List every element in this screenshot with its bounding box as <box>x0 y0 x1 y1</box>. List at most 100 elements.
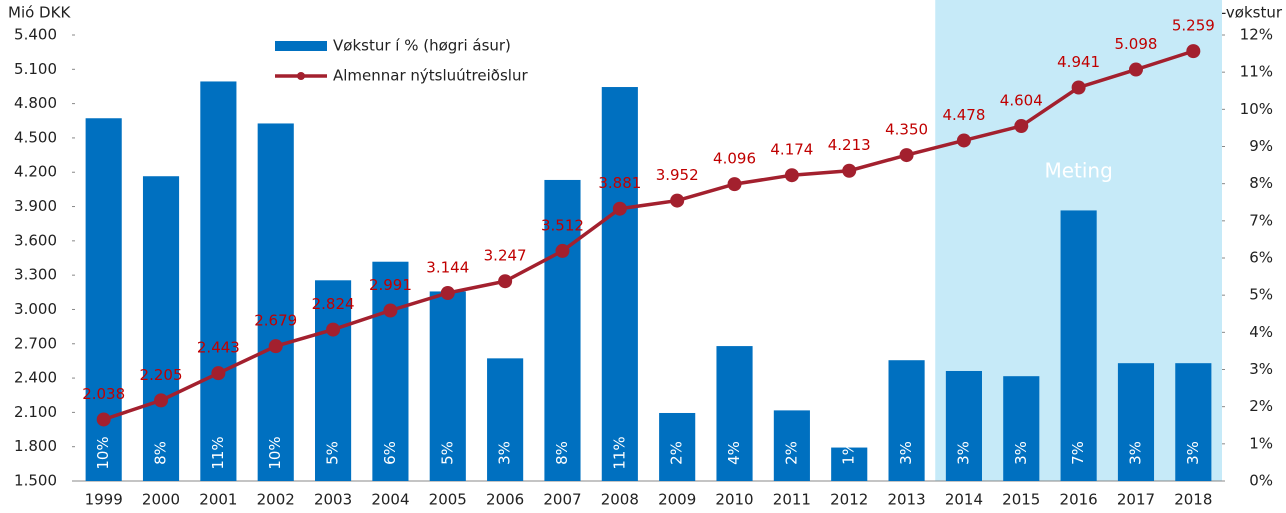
line-marker <box>211 366 226 381</box>
bar-value-label: 7% <box>1069 441 1087 465</box>
line-marker <box>670 193 685 208</box>
x-tick-label: 2009 <box>658 491 696 509</box>
line-marker <box>555 243 570 258</box>
line-value-label: 2.991 <box>369 276 412 294</box>
line-value-label: 2.205 <box>140 366 183 384</box>
bar-value-label: 3% <box>496 441 514 465</box>
y2-tick-label: 10% <box>1240 100 1273 118</box>
bar <box>315 280 352 481</box>
line-value-label: 3.247 <box>484 247 527 265</box>
line-value-label: 4.604 <box>1000 92 1043 110</box>
legend-marker <box>297 72 305 80</box>
line-value-label: 2.679 <box>254 312 297 330</box>
legend-label: Vøkstur í % (høgri ásur) <box>333 37 511 55</box>
bar <box>716 346 753 481</box>
line-marker <box>1128 62 1143 77</box>
x-tick-label: 2010 <box>715 491 753 509</box>
bar <box>487 358 524 481</box>
line-marker <box>154 393 169 408</box>
bar-value-label: 5% <box>324 441 342 465</box>
y-tick-label: 2.100 <box>14 403 57 421</box>
y-tick-label: 5.400 <box>14 26 57 44</box>
legend-label: Almennar nýtsluútreiðslur <box>333 67 528 85</box>
line-marker <box>1071 80 1086 95</box>
line-value-label: 3.512 <box>541 216 584 234</box>
line-marker <box>96 412 111 427</box>
bar <box>945 370 982 481</box>
line-value-label: 3.881 <box>598 174 641 192</box>
line-value-label: 4.213 <box>828 136 871 154</box>
line-marker <box>784 168 799 183</box>
y2-tick-label: 11% <box>1240 63 1273 81</box>
y-tick-label: 4.200 <box>14 163 57 181</box>
y-tick-label: 3.000 <box>14 300 57 318</box>
x-tick-label: 2008 <box>601 491 639 509</box>
bar <box>429 291 466 481</box>
line-marker <box>842 163 857 178</box>
y2-axis-label: %-vøkstur <box>1207 4 1283 22</box>
line-value-label: 5.259 <box>1172 17 1215 35</box>
bar-value-label: 8% <box>553 441 571 465</box>
bar <box>1003 376 1040 481</box>
x-tick-label: 2015 <box>1002 491 1040 509</box>
line-value-label: 2.038 <box>82 385 125 403</box>
bar-value-label: 4% <box>725 441 743 465</box>
y2-tick-label: 5% <box>1249 286 1273 304</box>
bar <box>831 447 868 481</box>
y-tick-label: 4.500 <box>14 128 57 146</box>
bar-value-label: 2% <box>668 441 686 465</box>
bar <box>1060 210 1097 481</box>
x-tick-label: 2003 <box>314 491 352 509</box>
bar-value-label: 2% <box>782 441 800 465</box>
x-tick-label: 2012 <box>830 491 868 509</box>
line-marker <box>1186 44 1201 59</box>
y-tick-label: 5.100 <box>14 60 57 78</box>
y-tick-label: 2.400 <box>14 369 57 387</box>
x-tick-label: 2011 <box>773 491 811 509</box>
bar-value-label: 10% <box>94 436 112 469</box>
bar-value-label: 1% <box>840 441 858 465</box>
x-tick-label: 1999 <box>85 491 123 509</box>
y-tick-label: 4.800 <box>14 94 57 112</box>
line-value-label: 2.824 <box>312 295 355 313</box>
y2-tick-label: 4% <box>1249 323 1273 341</box>
bar-value-label: 8% <box>152 441 170 465</box>
bar <box>1175 363 1212 481</box>
line-marker <box>268 339 283 354</box>
bar <box>773 410 810 481</box>
bar-value-label: 3% <box>1184 441 1202 465</box>
bar-value-label: 11% <box>209 436 227 469</box>
line-value-label: 2.443 <box>197 339 240 357</box>
y2-tick-label: 3% <box>1249 360 1273 378</box>
bar <box>200 81 237 481</box>
annotation: Meting <box>1044 159 1112 183</box>
line-value-label: 3.952 <box>656 166 699 184</box>
bar <box>601 87 638 482</box>
y-tick-label: 3.600 <box>14 231 57 249</box>
bar-value-label: 6% <box>381 441 399 465</box>
line-value-label: 4.478 <box>942 106 985 124</box>
y2-tick-label: 2% <box>1249 397 1273 415</box>
y-tick-label: 3.900 <box>14 197 57 215</box>
x-tick-label: 2014 <box>945 491 983 509</box>
line-marker <box>956 133 971 148</box>
y2-tick-label: 6% <box>1249 249 1273 267</box>
x-tick-label: 2001 <box>199 491 237 509</box>
bar <box>257 123 294 481</box>
line-value-label: 4.350 <box>885 121 928 139</box>
y-tick-label: 3.300 <box>14 266 57 284</box>
y2-tick-label: 0% <box>1249 472 1273 490</box>
line-value-label: 4.174 <box>770 141 813 159</box>
bar-value-label: 3% <box>954 441 972 465</box>
bar-value-label: 3% <box>897 441 915 465</box>
x-tick-label: 2018 <box>1174 491 1212 509</box>
bar-value-label: 11% <box>610 436 628 469</box>
line-marker <box>326 322 341 337</box>
line-marker <box>440 285 455 300</box>
line-marker <box>612 201 627 216</box>
x-tick-label: 2005 <box>429 491 467 509</box>
bar <box>1117 363 1155 481</box>
x-tick-label: 2016 <box>1060 491 1098 509</box>
y2-tick-label: 9% <box>1249 137 1273 155</box>
y-tick-label: 1.500 <box>14 472 57 490</box>
